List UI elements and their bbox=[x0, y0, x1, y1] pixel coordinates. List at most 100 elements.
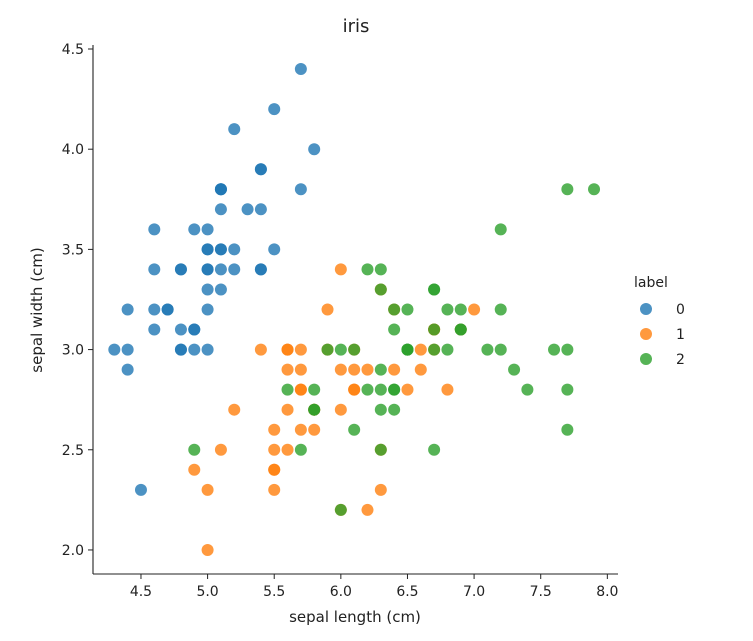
data-point-series-1-20 bbox=[321, 303, 334, 316]
data-point-series-0-13 bbox=[108, 343, 121, 356]
data-point-series-2-6 bbox=[188, 443, 201, 456]
data-point-series-0-46 bbox=[214, 183, 227, 196]
legend-marker-1 bbox=[640, 328, 652, 340]
data-point-series-2-29 bbox=[494, 343, 507, 356]
data-point-series-1-31 bbox=[268, 463, 281, 476]
x-tick-label: 5.0 bbox=[196, 584, 218, 600]
data-point-series-0-36 bbox=[268, 243, 281, 256]
x-tick-label: 4.5 bbox=[130, 584, 152, 600]
x-axis-ticks: 4.5 5.0 5.5 6.0 6.5 7.0 7.5 8.0 bbox=[130, 574, 618, 600]
data-point-series-0-27 bbox=[228, 243, 241, 256]
data-point-series-1-8 bbox=[414, 363, 427, 376]
legend-marker-0 bbox=[640, 303, 652, 315]
data-point-series-1-3 bbox=[268, 483, 281, 496]
data-point-series-2-10 bbox=[401, 303, 414, 316]
data-point-series-2-46 bbox=[374, 443, 387, 456]
data-point-series-1-49 bbox=[294, 383, 307, 396]
data-point-series-2-15 bbox=[388, 303, 401, 316]
data-point-series-0-26 bbox=[201, 263, 214, 276]
data-point-series-1-26 bbox=[441, 383, 454, 396]
data-point-series-2-14 bbox=[308, 383, 321, 396]
data-point-series-1-48 bbox=[214, 443, 227, 456]
data-point-series-2-8 bbox=[428, 443, 441, 456]
data-point-series-2-36 bbox=[374, 263, 387, 276]
data-point-series-2-35 bbox=[561, 343, 574, 356]
data-point-series-2-33 bbox=[374, 383, 387, 396]
data-point-series-0-17 bbox=[214, 243, 227, 256]
data-point-series-2-7 bbox=[508, 363, 521, 376]
data-point-series-0-22 bbox=[148, 223, 161, 236]
y-axis-title: sepal width (cm) bbox=[28, 247, 46, 372]
data-point-series-2-32 bbox=[388, 383, 401, 396]
data-point-series-0-25 bbox=[201, 343, 214, 356]
data-point-series-1-44 bbox=[281, 403, 294, 416]
data-point-series-0-47 bbox=[148, 303, 161, 316]
data-point-series-2-0 bbox=[374, 283, 387, 296]
data-point-series-0-23 bbox=[214, 283, 227, 296]
y-tick-label: 2.5 bbox=[62, 443, 84, 459]
x-tick-label: 5.5 bbox=[263, 584, 285, 600]
y-tick-label: 4.5 bbox=[62, 42, 84, 58]
data-point-series-2-37 bbox=[388, 323, 401, 336]
x-axis-title: sepal length (cm) bbox=[289, 608, 421, 626]
data-point-series-0-45 bbox=[174, 343, 187, 356]
data-point-series-0-30 bbox=[174, 323, 187, 336]
data-point-series-1-38 bbox=[281, 343, 294, 356]
data-point-series-1-40 bbox=[268, 423, 281, 436]
data-point-series-2-23 bbox=[374, 403, 387, 416]
data-point-series-1-33 bbox=[334, 403, 347, 416]
data-point-series-2-31 bbox=[588, 183, 601, 196]
data-point-series-1-46 bbox=[294, 363, 307, 376]
data-point-series-0-43 bbox=[201, 243, 214, 256]
data-point-series-2-20 bbox=[454, 303, 467, 316]
data-point-series-0-41 bbox=[134, 483, 147, 496]
data-point-series-2-42 bbox=[308, 403, 321, 416]
data-point-series-0-4 bbox=[201, 223, 214, 236]
data-point-series-1-7 bbox=[188, 463, 201, 476]
chart-title: iris bbox=[343, 16, 370, 37]
data-point-series-0-6 bbox=[148, 263, 161, 276]
data-point-series-1-10 bbox=[201, 543, 214, 556]
data-point-series-1-0 bbox=[468, 303, 481, 316]
data-point-series-2-48 bbox=[361, 263, 374, 276]
data-point-series-0-33 bbox=[268, 103, 281, 116]
data-point-series-1-19 bbox=[281, 443, 294, 456]
data-point-series-2-41 bbox=[454, 323, 467, 336]
data-point-series-0-38 bbox=[121, 343, 134, 356]
legend-label-0: 0 bbox=[676, 302, 685, 318]
data-point-series-1-24 bbox=[388, 363, 401, 376]
data-point-series-1-37 bbox=[374, 483, 387, 496]
data-point-series-2-43 bbox=[441, 303, 454, 316]
data-point-series-1-39 bbox=[268, 443, 281, 456]
legend: label 0 1 2 bbox=[634, 275, 685, 368]
data-point-series-2-44 bbox=[428, 283, 441, 296]
data-point-series-1-9 bbox=[228, 403, 241, 416]
data-point-series-1-29 bbox=[294, 423, 307, 436]
data-point-series-2-11 bbox=[388, 403, 401, 416]
data-point-series-2-18 bbox=[561, 423, 574, 436]
data-point-series-1-45 bbox=[294, 343, 307, 356]
data-point-series-2-13 bbox=[294, 443, 307, 456]
y-tick-label: 2.0 bbox=[62, 543, 84, 559]
x-tick-label: 6.5 bbox=[396, 584, 418, 600]
data-point-series-2-45 bbox=[428, 343, 441, 356]
data-points bbox=[108, 63, 601, 556]
data-point-series-0-15 bbox=[294, 63, 307, 76]
data-point-series-1-18 bbox=[361, 503, 374, 516]
data-point-series-1-25 bbox=[414, 343, 427, 356]
y-tick-label: 3.0 bbox=[62, 343, 84, 359]
data-point-series-1-14 bbox=[281, 363, 294, 376]
data-point-series-0-49 bbox=[201, 283, 214, 296]
data-point-series-2-12 bbox=[441, 343, 454, 356]
data-point-series-2-17 bbox=[561, 183, 574, 196]
data-point-series-1-35 bbox=[334, 263, 347, 276]
data-point-series-2-3 bbox=[374, 363, 387, 376]
y-axis-ticks: 2.0 2.5 3.0 3.5 4.0 4.5 bbox=[62, 42, 93, 559]
data-point-series-2-19 bbox=[334, 503, 347, 516]
data-point-series-1-28 bbox=[334, 363, 347, 376]
data-point-series-1-47 bbox=[361, 363, 374, 376]
data-point-series-0-29 bbox=[161, 303, 174, 316]
data-point-series-0-10 bbox=[254, 203, 267, 216]
data-point-series-0-8 bbox=[121, 363, 134, 376]
